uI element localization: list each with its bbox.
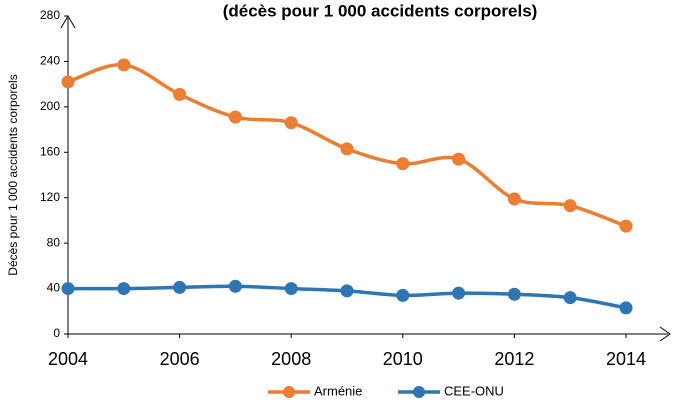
legend-marker	[283, 386, 295, 398]
chart-title: (décès pour 1 000 accidents corporels)	[223, 1, 538, 20]
data-point	[619, 219, 633, 233]
y-tick-label: 160	[40, 144, 60, 158]
y-axis-label: Décès pour 1 000 accidents corporels	[6, 74, 20, 275]
legend-marker	[413, 386, 425, 398]
x-tick-label: 2014	[606, 349, 646, 369]
data-point	[173, 87, 187, 101]
y-tick-label: 200	[40, 99, 60, 113]
data-point	[284, 282, 298, 296]
data-point	[173, 280, 187, 294]
x-axis-arrow	[659, 326, 671, 342]
data-point	[619, 301, 633, 315]
data-point	[396, 288, 410, 302]
data-point	[340, 142, 354, 156]
legend-label: CEE-ONU	[444, 383, 504, 398]
y-tick-label: 80	[47, 235, 61, 249]
data-point	[228, 110, 242, 124]
data-point	[452, 152, 466, 166]
x-tick-label: 2006	[160, 349, 200, 369]
data-point	[340, 284, 354, 298]
x-tick-label: 2010	[383, 349, 423, 369]
y-tick-label: 0	[53, 326, 60, 340]
y-tick-label: 280	[40, 8, 60, 22]
data-point	[117, 58, 131, 72]
y-tick-label: 40	[47, 281, 61, 295]
legend-label: Arménie	[314, 383, 362, 398]
y-tick-label: 240	[40, 54, 60, 68]
data-point	[507, 287, 521, 301]
x-tick-label: 2008	[271, 349, 311, 369]
data-point	[563, 199, 577, 213]
y-tick-label: 120	[40, 190, 60, 204]
data-point	[284, 116, 298, 130]
data-point	[452, 286, 466, 300]
data-point	[563, 291, 577, 305]
data-point	[61, 282, 75, 296]
data-point	[396, 157, 410, 171]
data-point	[117, 282, 131, 296]
data-point	[61, 75, 75, 89]
x-tick-label: 2004	[48, 349, 88, 369]
data-point	[507, 192, 521, 206]
x-tick-label: 2012	[494, 349, 534, 369]
data-point	[228, 279, 242, 293]
